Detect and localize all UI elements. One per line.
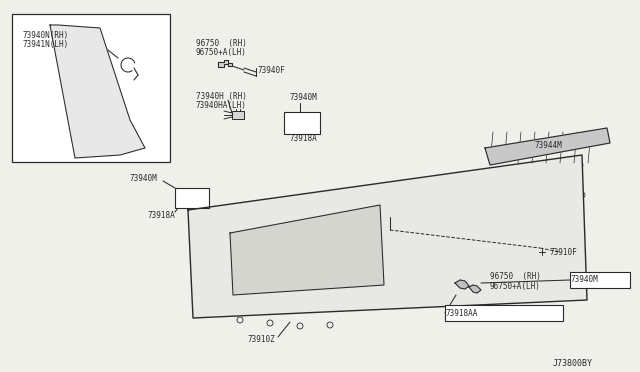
Text: 96750  (RH): 96750 (RH) <box>196 38 247 48</box>
Polygon shape <box>230 205 384 295</box>
Bar <box>12 14 170 162</box>
Text: 73940M: 73940M <box>290 93 317 102</box>
Text: 73940M: 73940M <box>571 276 599 285</box>
Text: 73918AA: 73918AA <box>446 308 478 317</box>
Polygon shape <box>455 280 469 289</box>
Text: 96750  (RH): 96750 (RH) <box>490 273 541 282</box>
Text: 73910F: 73910F <box>550 247 578 257</box>
Text: 73910Z: 73910Z <box>248 336 276 344</box>
Text: 73918A: 73918A <box>148 211 176 219</box>
Polygon shape <box>469 285 481 293</box>
Text: 73918A: 73918A <box>290 134 317 142</box>
Polygon shape <box>50 25 145 158</box>
Bar <box>232 111 244 119</box>
Text: 73940H (RH): 73940H (RH) <box>196 92 247 100</box>
Text: 73940HA(LH): 73940HA(LH) <box>196 100 247 109</box>
Text: 96750+A(LH): 96750+A(LH) <box>490 282 541 292</box>
Text: 73940N(RH): 73940N(RH) <box>22 31 68 39</box>
Text: J73800BY: J73800BY <box>553 359 593 368</box>
Text: 73944M: 73944M <box>535 141 563 150</box>
Text: 73940F: 73940F <box>258 65 285 74</box>
Bar <box>284 112 320 134</box>
Bar <box>445 305 563 321</box>
Polygon shape <box>188 155 587 318</box>
Text: 96750+A(LH): 96750+A(LH) <box>196 48 247 57</box>
Polygon shape <box>218 60 232 67</box>
Text: 73940M: 73940M <box>130 173 157 183</box>
Polygon shape <box>485 128 610 165</box>
Bar <box>175 188 209 208</box>
Bar <box>570 272 630 288</box>
Text: 73941N(LH): 73941N(LH) <box>22 39 68 48</box>
